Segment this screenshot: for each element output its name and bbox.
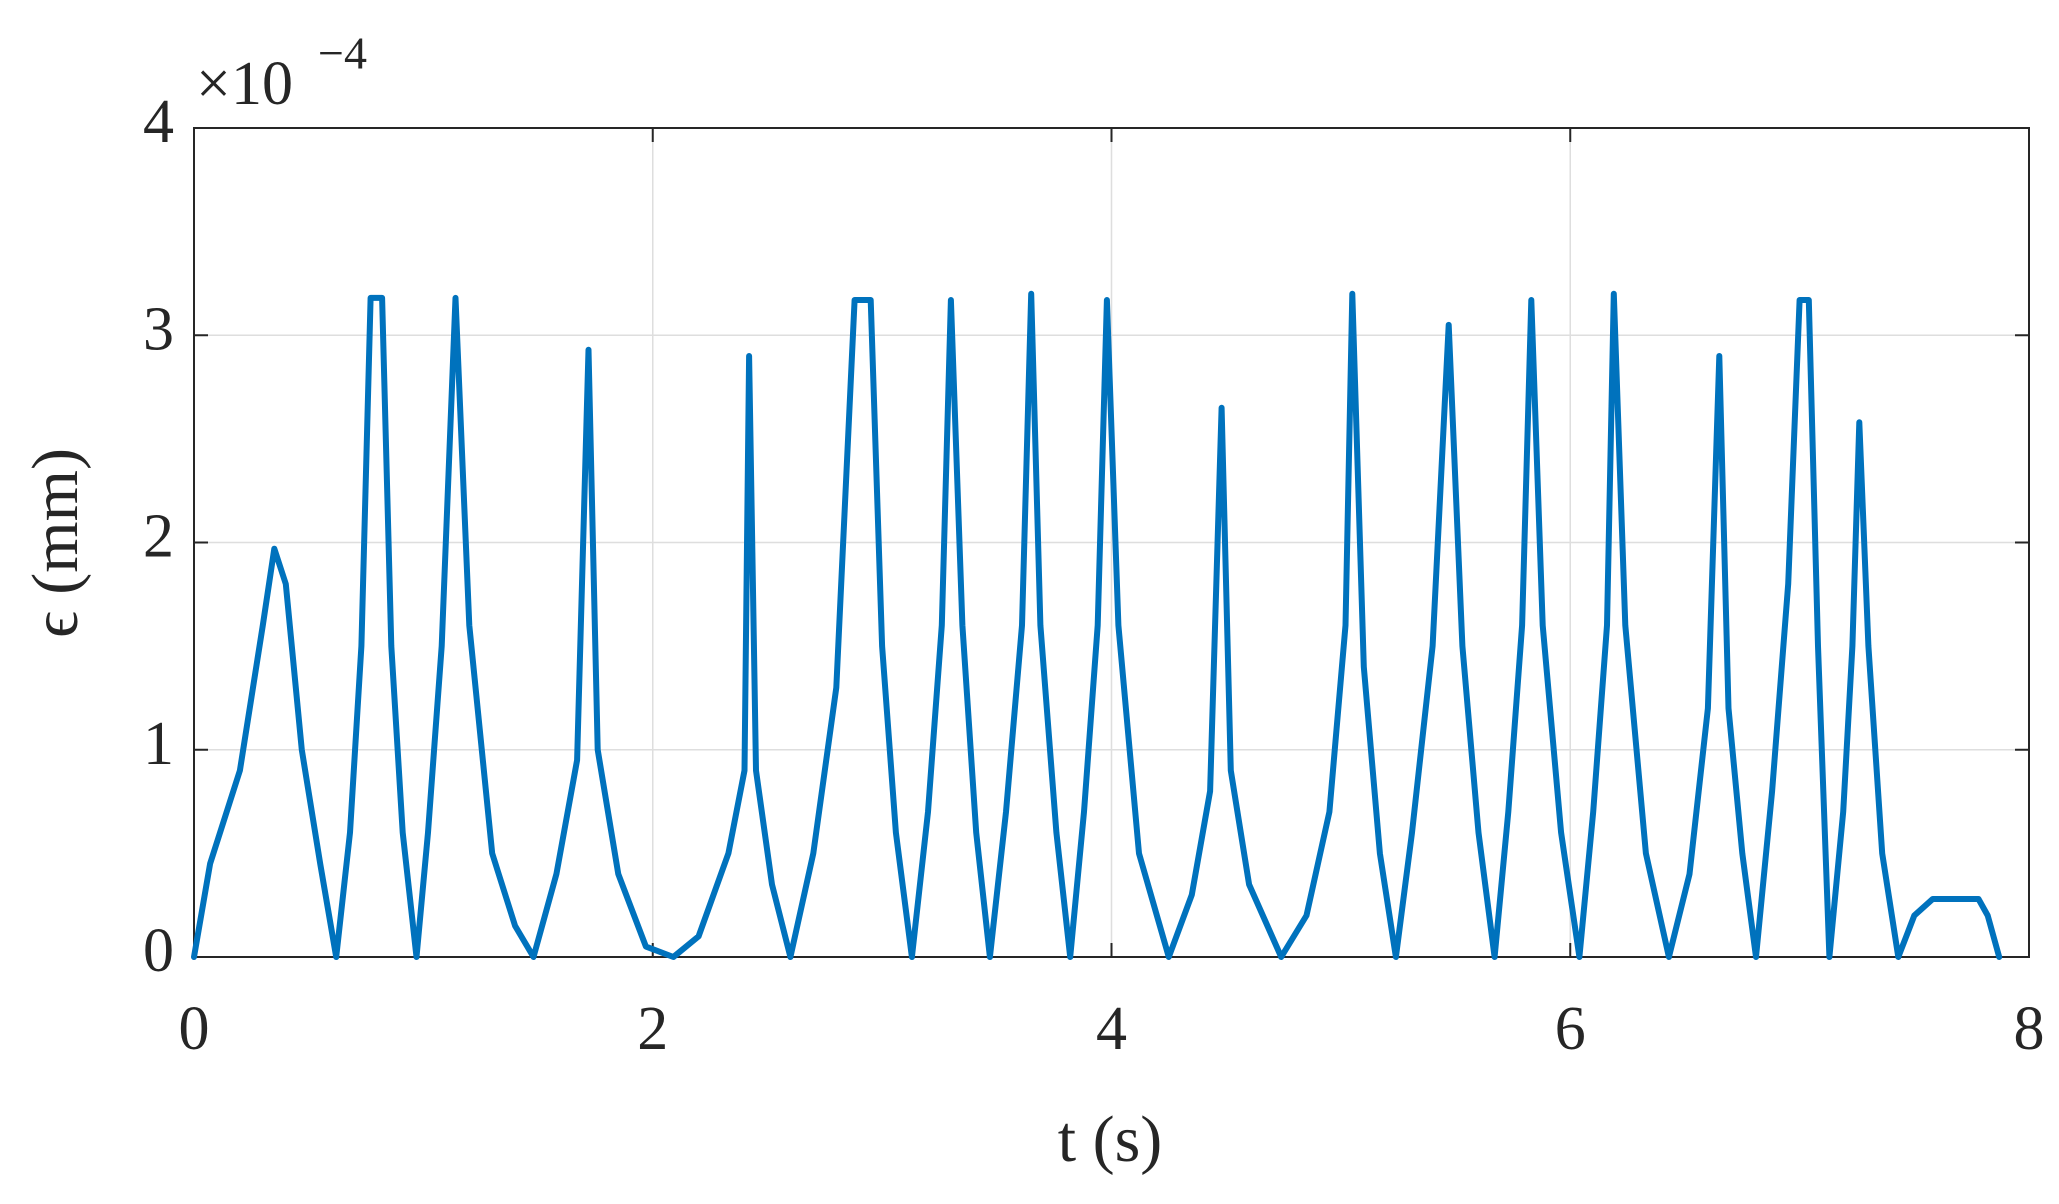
x-tick-label: 8 <box>2014 995 2045 1063</box>
x-axis-label: t (s) <box>1058 1103 1162 1176</box>
x-tick-label: 2 <box>637 995 668 1063</box>
y-tick-label: 1 <box>143 710 174 778</box>
y-tick-label: 4 <box>143 88 174 156</box>
y-tick-label: 0 <box>143 917 174 985</box>
x-tick-label: 4 <box>1096 995 1127 1063</box>
x-tick-label: 6 <box>1555 995 1586 1063</box>
y-scale-exponent: −4 <box>318 28 367 79</box>
y-scale-base: ×10 <box>196 50 293 118</box>
data-line <box>191 290 2003 960</box>
x-tick-label: 0 <box>179 995 210 1063</box>
y-tick-label: 3 <box>143 295 174 363</box>
y-axis-label: ϵ (mm) <box>19 448 92 638</box>
y-tick-label: 2 <box>143 503 174 571</box>
plot-frame <box>193 127 2030 958</box>
